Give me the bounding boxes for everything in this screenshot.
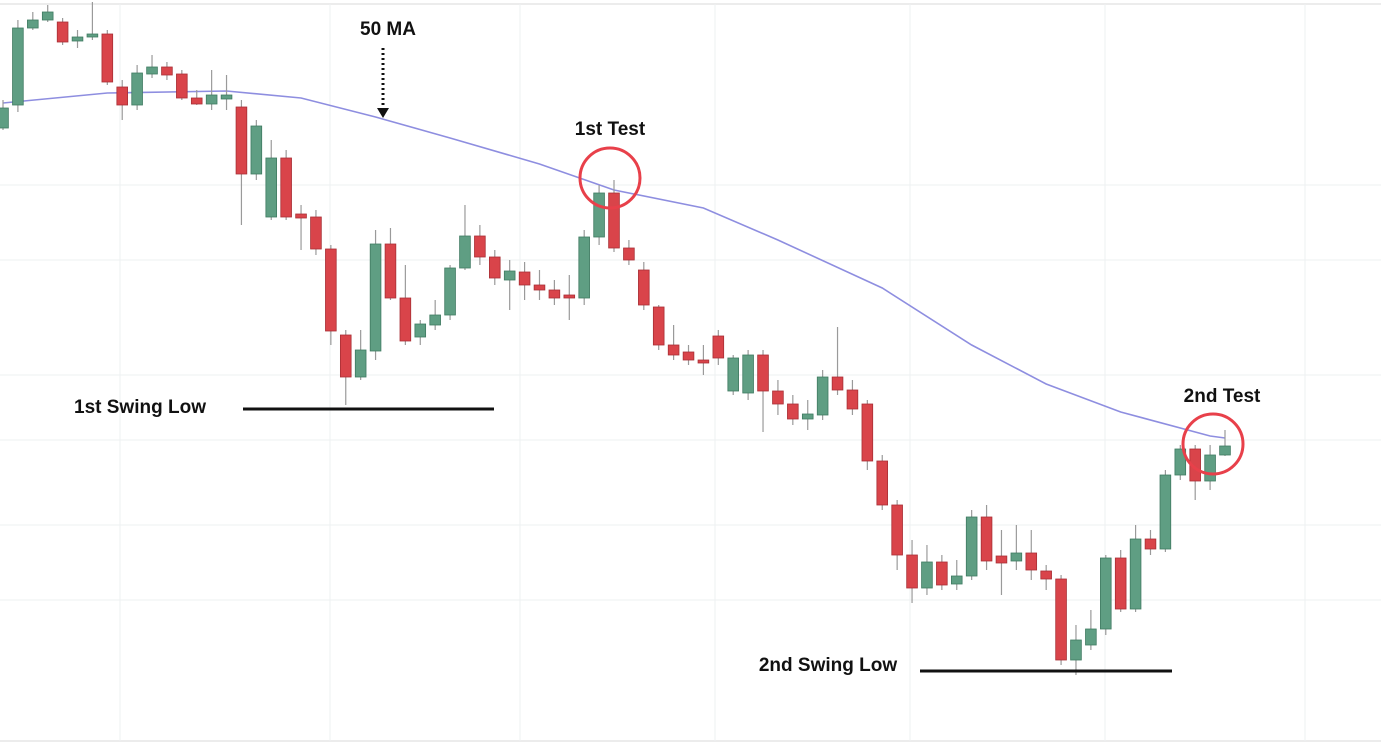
candle-body	[1204, 454, 1216, 482]
candle-body	[27, 19, 39, 29]
candle-body	[593, 192, 605, 238]
candle-body	[12, 27, 24, 106]
candle-body	[1129, 538, 1142, 610]
candle-body	[757, 354, 769, 392]
candle-body	[638, 269, 650, 306]
candle-body	[1025, 552, 1038, 571]
candle-body	[1100, 557, 1112, 630]
candle-body	[816, 376, 829, 416]
candle-body	[161, 66, 173, 76]
test-circle	[578, 146, 642, 210]
candle-body	[682, 351, 695, 361]
moving-average	[2, 90, 1226, 439]
candle-body	[339, 334, 352, 378]
candle-body	[235, 106, 248, 175]
candle-body	[1010, 552, 1023, 562]
candle-body	[354, 349, 367, 378]
candle-body	[310, 216, 322, 250]
candle-body	[936, 561, 948, 586]
candle-body	[1085, 628, 1097, 646]
candle-body	[831, 376, 844, 391]
candle-body	[921, 561, 933, 589]
candle-body	[1144, 538, 1157, 550]
candle-body	[280, 157, 292, 218]
test-circle	[1181, 412, 1245, 476]
candle-body	[220, 94, 233, 100]
candle-body	[489, 256, 501, 279]
candle-body	[429, 314, 441, 326]
candle-body	[772, 390, 784, 405]
candle-body	[965, 516, 978, 577]
candle-body	[503, 270, 516, 281]
candle-body	[846, 389, 859, 410]
candle-body	[414, 323, 427, 338]
candle-body	[56, 21, 69, 43]
candle-body	[1174, 448, 1187, 476]
candle-body	[712, 335, 725, 359]
candle-body	[608, 192, 620, 249]
candle-body	[1055, 578, 1067, 661]
candle-body	[787, 403, 799, 420]
swing-low-label: 1st Swing Low	[74, 397, 206, 418]
candle-body	[146, 66, 158, 75]
candle-body	[295, 213, 307, 219]
candle-body	[742, 354, 754, 394]
candle-body	[176, 73, 188, 99]
candle-body	[190, 97, 203, 105]
candle-body	[86, 33, 99, 38]
candle-body	[533, 284, 546, 291]
candle-body	[444, 267, 456, 316]
test-label: 2nd Test	[1184, 386, 1261, 407]
candle-body	[459, 235, 471, 269]
candle-body	[548, 289, 561, 299]
candle-body	[250, 125, 263, 175]
candle-body	[697, 359, 710, 364]
candle-body	[1219, 445, 1231, 456]
candle-body	[369, 243, 382, 352]
test-label: 1st Test	[575, 119, 646, 140]
candles	[0, 2, 1231, 675]
candle-body	[1040, 570, 1052, 580]
candle-body	[325, 248, 337, 332]
candle-body	[861, 403, 874, 462]
ma-arrow-head	[377, 108, 389, 118]
candle-body	[1159, 474, 1172, 550]
candle-body	[563, 294, 576, 299]
candle-body	[667, 344, 680, 356]
annotations: 50 MA 1st Test 2nd Test 1st Swing Low 2n…	[74, 19, 1261, 676]
candle-body	[71, 36, 84, 42]
candle-body	[518, 271, 531, 286]
candle-body	[474, 235, 486, 258]
candle-body	[578, 236, 590, 299]
candle-body	[727, 357, 739, 392]
candle-body	[265, 157, 278, 218]
candle-body	[891, 504, 903, 556]
candle-body	[0, 107, 9, 129]
candle-body	[1070, 639, 1082, 661]
candle-body	[623, 247, 635, 261]
candle-body	[131, 72, 143, 106]
candle-body	[399, 297, 412, 342]
candle-body	[384, 243, 397, 299]
candle-body	[652, 306, 665, 346]
candle-body	[41, 11, 54, 21]
candle-body	[205, 94, 218, 105]
candle-body	[101, 33, 114, 83]
ma-label: 50 MA	[360, 19, 416, 40]
candle-body	[906, 554, 918, 589]
candle-body	[116, 86, 128, 106]
background-grid	[0, 3, 1381, 742]
candle-body	[801, 413, 814, 420]
candle-body	[950, 575, 963, 585]
swing-low-label: 2nd Swing Low	[759, 655, 897, 676]
candle-body	[980, 516, 993, 562]
candle-body	[995, 555, 1008, 564]
candle-body	[876, 460, 889, 506]
candle-body	[1114, 557, 1127, 610]
